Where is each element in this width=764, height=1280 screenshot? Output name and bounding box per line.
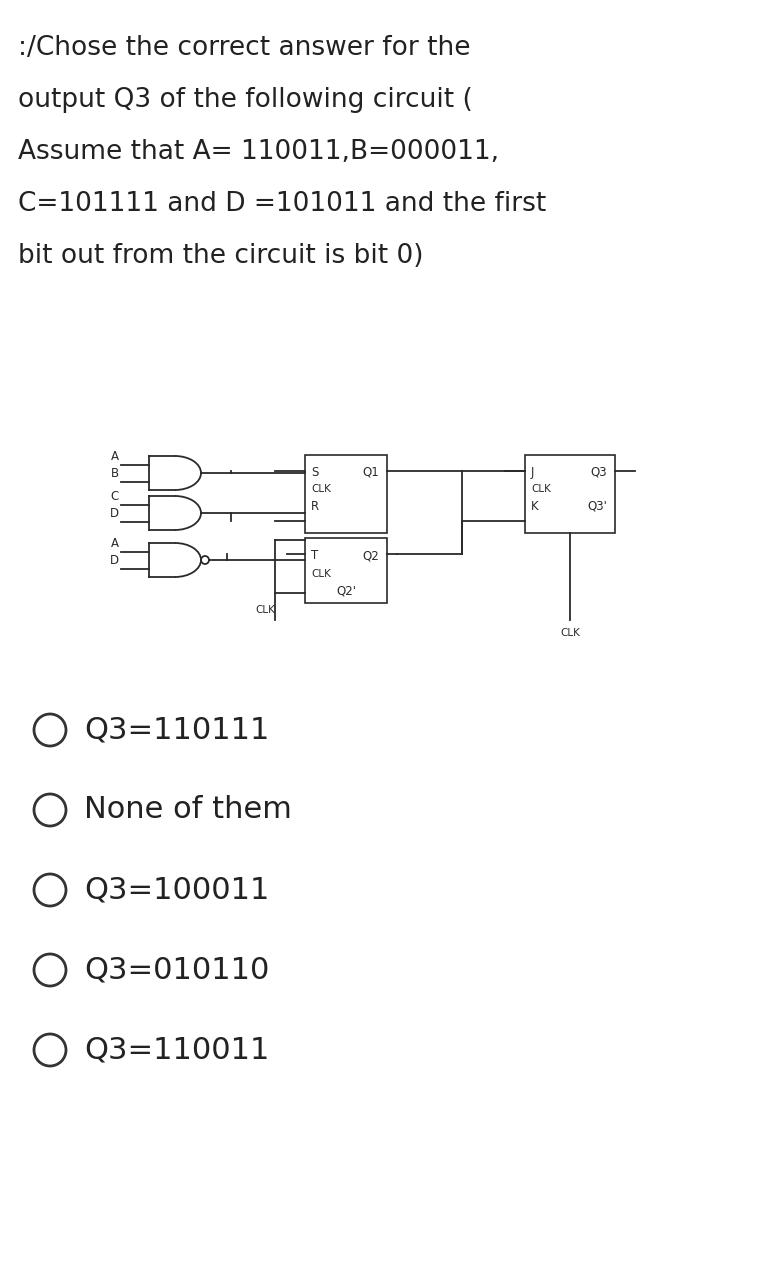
Text: S: S bbox=[311, 466, 319, 479]
Text: Q3=010110: Q3=010110 bbox=[84, 955, 270, 984]
Text: Q3=110111: Q3=110111 bbox=[84, 716, 270, 745]
FancyBboxPatch shape bbox=[305, 454, 387, 532]
Text: Q3': Q3' bbox=[587, 499, 607, 512]
Text: D: D bbox=[110, 507, 119, 520]
Text: bit out from the circuit is bit 0): bit out from the circuit is bit 0) bbox=[18, 243, 423, 269]
Text: CLK: CLK bbox=[560, 628, 580, 637]
Text: Q2': Q2' bbox=[336, 584, 356, 596]
Text: C: C bbox=[111, 489, 119, 503]
Text: C=101111 and D =101011 and the first: C=101111 and D =101011 and the first bbox=[18, 191, 546, 218]
FancyBboxPatch shape bbox=[305, 538, 387, 603]
Text: K: K bbox=[531, 499, 539, 512]
Text: T: T bbox=[311, 549, 319, 562]
Text: None of them: None of them bbox=[84, 795, 292, 824]
Text: Q3=110011: Q3=110011 bbox=[84, 1036, 270, 1065]
Text: R: R bbox=[311, 499, 319, 512]
Text: A: A bbox=[111, 536, 119, 549]
Text: Q1: Q1 bbox=[362, 466, 379, 479]
Text: output Q3 of the following circuit (: output Q3 of the following circuit ( bbox=[18, 87, 473, 113]
Text: CLK: CLK bbox=[311, 568, 331, 579]
Text: J: J bbox=[531, 466, 534, 479]
Text: :/Chose the correct answer for the: :/Chose the correct answer for the bbox=[18, 35, 471, 61]
FancyBboxPatch shape bbox=[525, 454, 615, 532]
Text: Q3=100011: Q3=100011 bbox=[84, 876, 270, 905]
Text: B: B bbox=[111, 466, 119, 480]
Text: CLK: CLK bbox=[255, 605, 275, 614]
Text: Q2: Q2 bbox=[362, 549, 379, 562]
Text: D: D bbox=[110, 553, 119, 567]
Text: CLK: CLK bbox=[311, 484, 331, 494]
Text: CLK: CLK bbox=[531, 484, 551, 494]
Text: Assume that A= 110011,B=000011,: Assume that A= 110011,B=000011, bbox=[18, 140, 499, 165]
Text: Q3: Q3 bbox=[591, 466, 607, 479]
Text: A: A bbox=[111, 449, 119, 462]
